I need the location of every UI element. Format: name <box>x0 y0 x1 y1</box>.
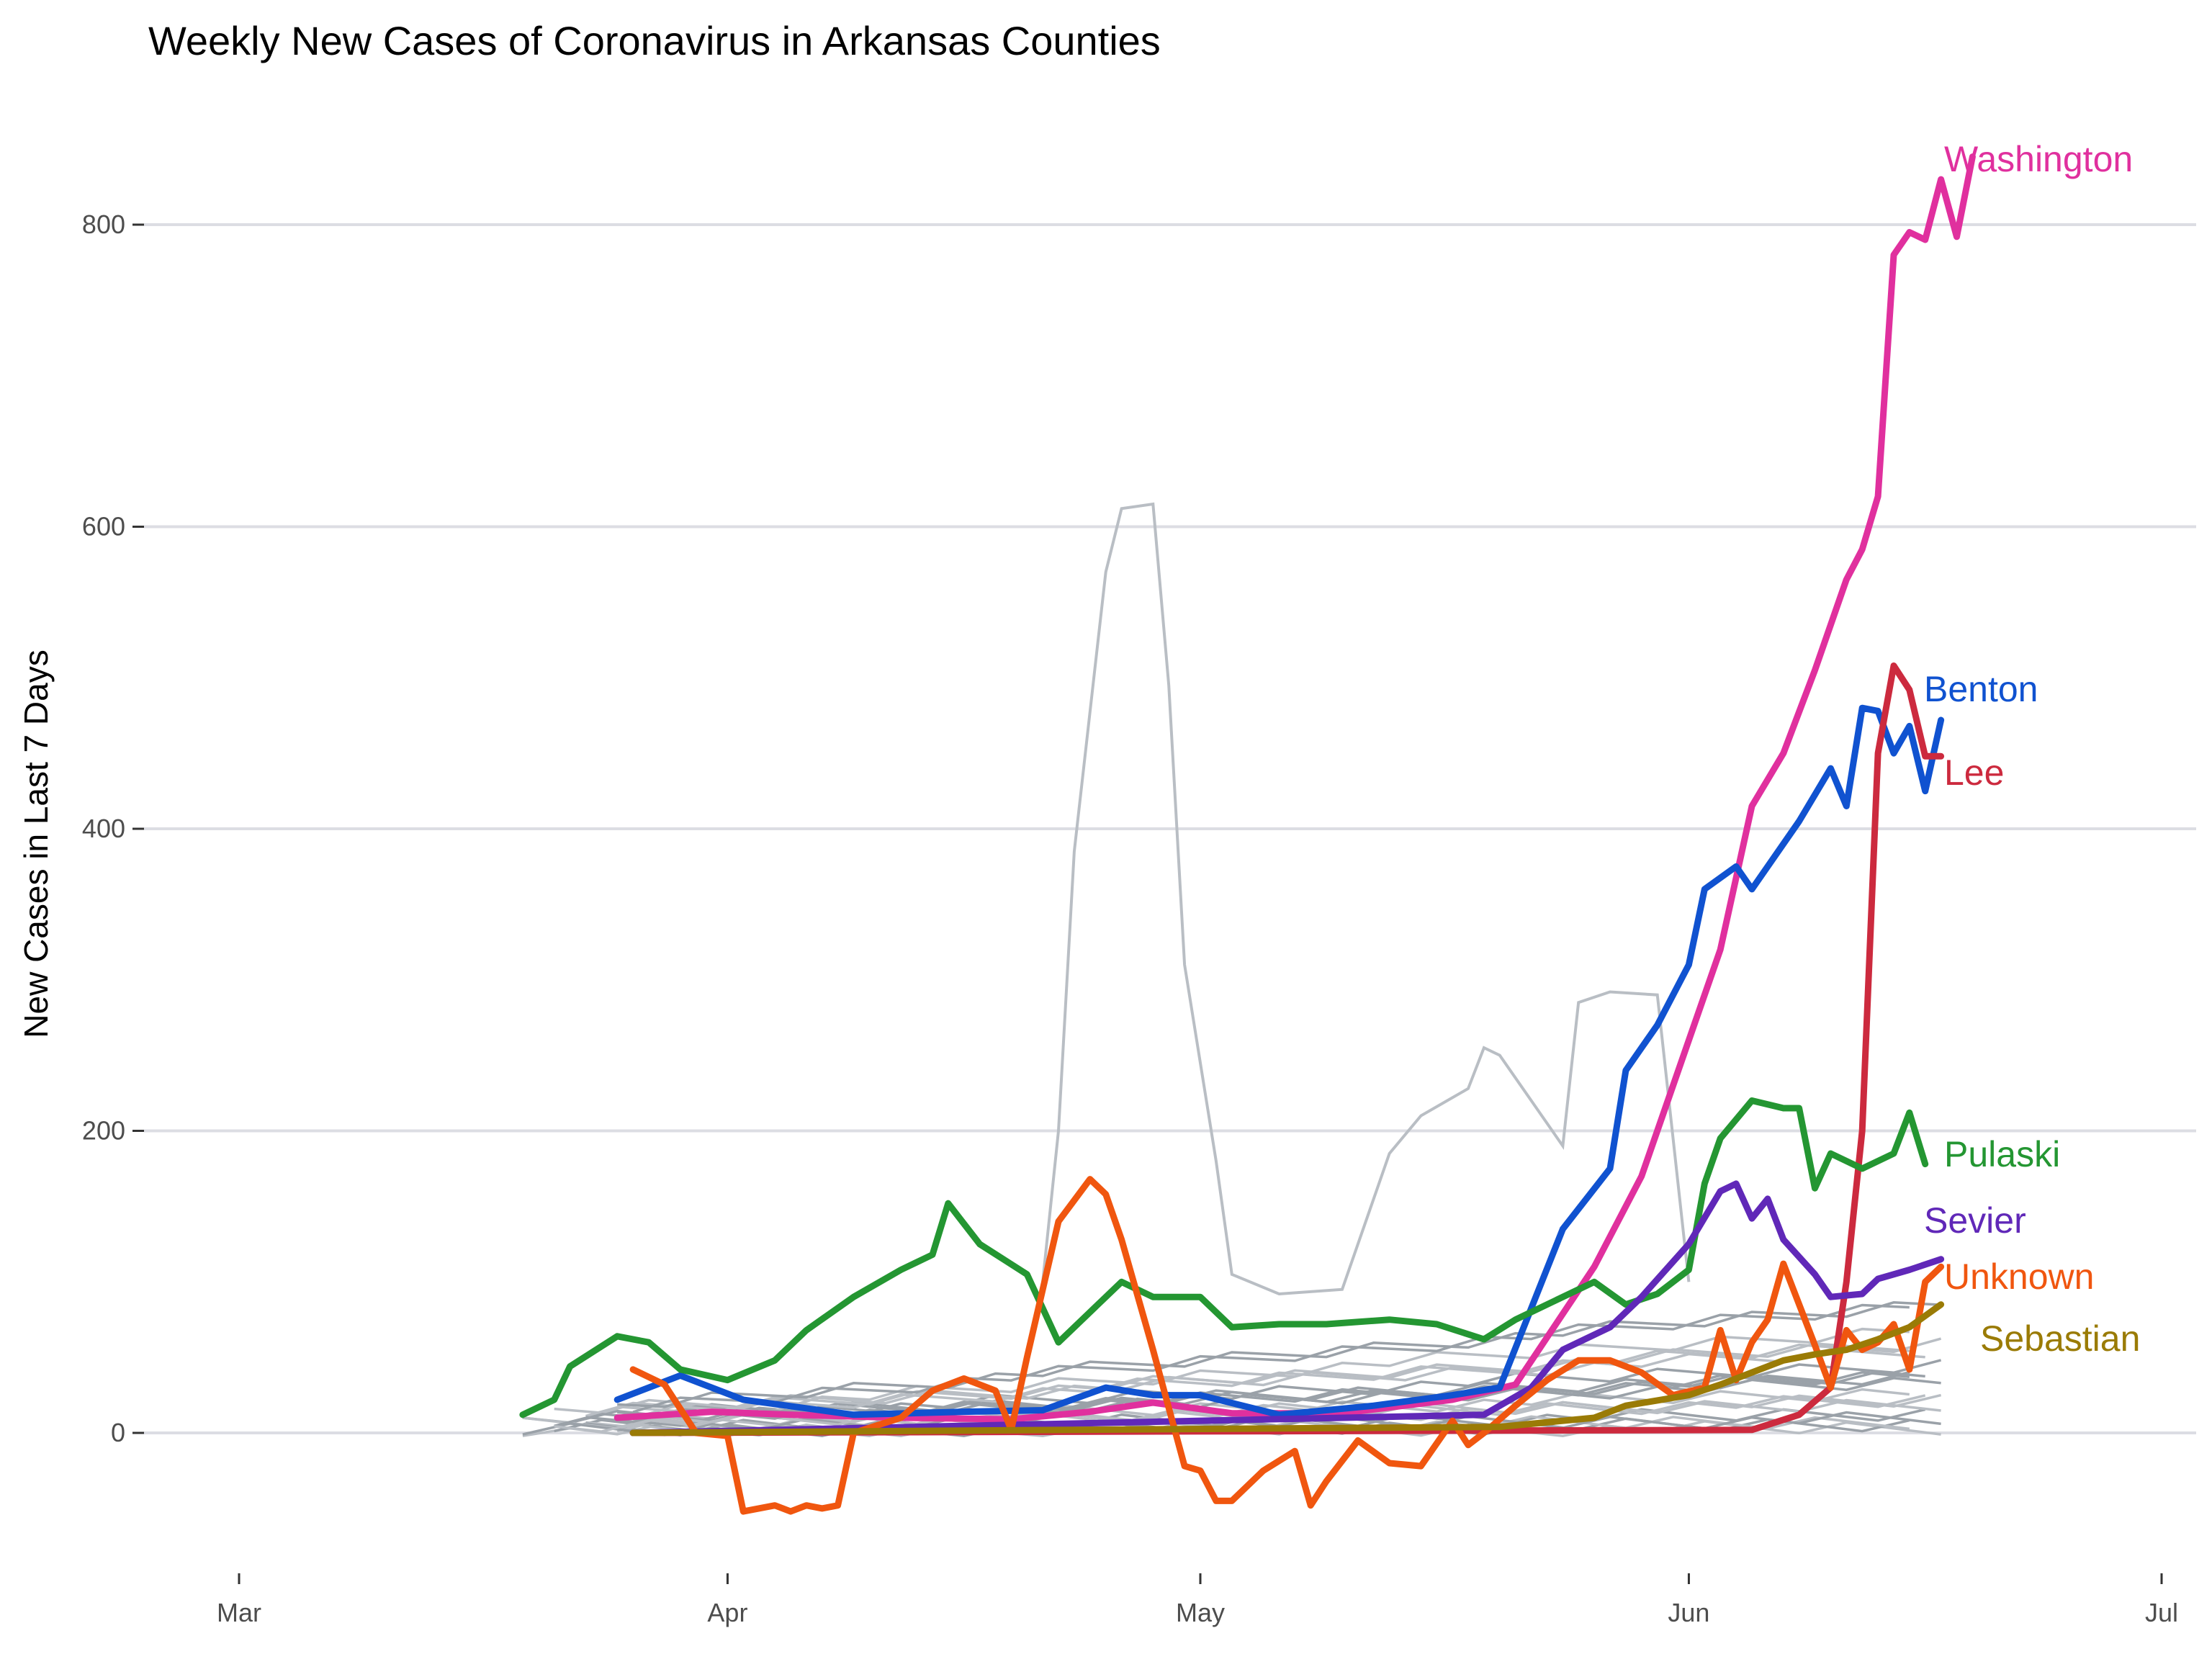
highlighted-series-lines <box>519 153 1976 1515</box>
x-tick-label: Jun <box>1668 1598 1709 1627</box>
x-tick-label: May <box>1176 1598 1225 1627</box>
x-tick-label: Apr <box>707 1598 747 1627</box>
series-label-washington: Washington <box>1944 139 2133 179</box>
y-tick-label: 200 <box>82 1116 125 1146</box>
y-tick-label: 600 <box>82 512 125 541</box>
series-line-sevier <box>629 1180 1945 1437</box>
other-county-line <box>585 1342 1910 1418</box>
series-label-sevier: Sevier <box>1924 1200 2026 1241</box>
gridlines <box>144 223 2196 1434</box>
series-labels: Washington Benton Lee Pulaski Sevier Unknown S… <box>1924 139 2140 1359</box>
series-label-sebastian: Sebastian <box>1980 1318 2140 1359</box>
y-tick-label: 0 <box>111 1418 125 1447</box>
series-line-sebastian <box>629 1301 1945 1437</box>
series-line-unknown <box>629 1176 1945 1515</box>
y-tick-label: 400 <box>82 814 125 843</box>
series-label-benton: Benton <box>1924 669 2038 709</box>
x-tick-label: Jul <box>2145 1598 2178 1627</box>
other-county-line <box>632 1303 1910 1413</box>
y-axis-label: New Cases in Last 7 Days <box>17 649 55 1038</box>
series-line-benton <box>613 704 1945 1419</box>
chart-title: Weekly New Cases of Coronavirus in Arkan… <box>148 18 1161 63</box>
x-tick-label: Mar <box>217 1598 261 1627</box>
other-county-line <box>617 1337 1942 1416</box>
series-line-lee <box>629 662 1945 1437</box>
series-line-pulaski <box>519 1097 1929 1419</box>
series-line-washington <box>613 153 1976 1423</box>
y-tick-label: 800 <box>82 210 125 239</box>
y-axis-ticks: 0 200 400 600 800 <box>82 210 144 1447</box>
other-counties-lines <box>522 502 1942 1437</box>
series-label-unknown: Unknown <box>1944 1256 2094 1297</box>
x-axis-ticks: Mar Apr May Jun Jul <box>217 1573 2178 1627</box>
other-county-line <box>1041 502 1691 1296</box>
series-label-pulaski: Pulaski <box>1944 1134 2060 1174</box>
series-label-lee: Lee <box>1944 752 2004 793</box>
